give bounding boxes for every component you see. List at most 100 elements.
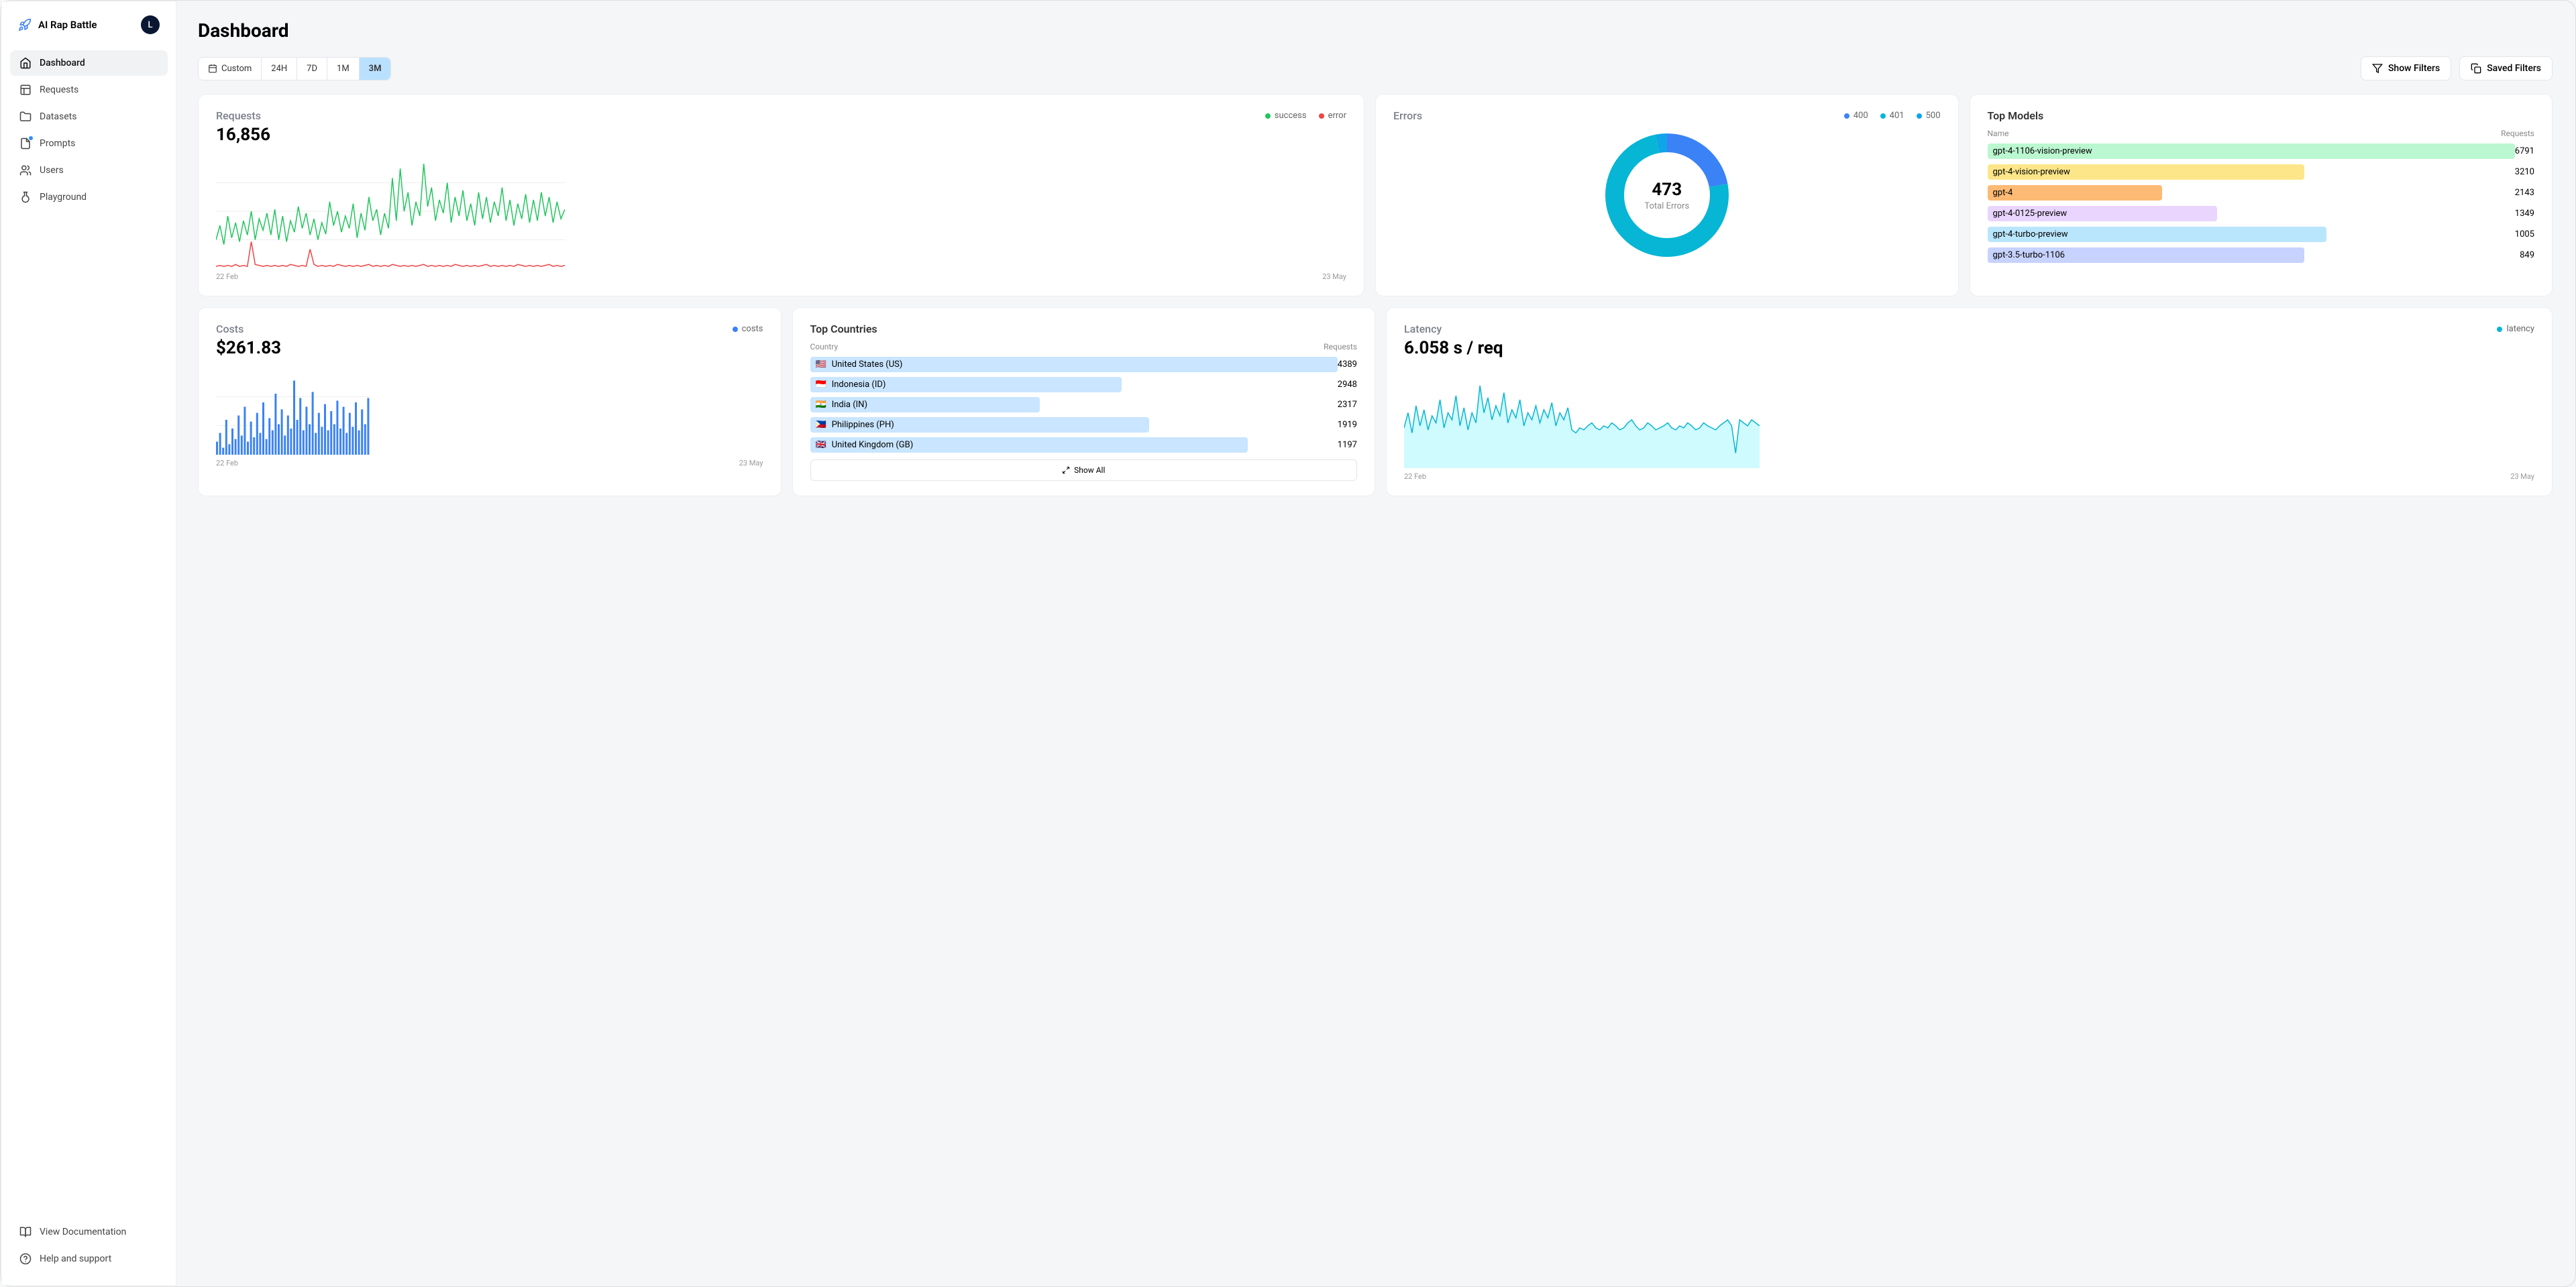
model-name: gpt-4-vision-preview <box>1988 164 2305 180</box>
model-name: gpt-4-0125-preview <box>1988 206 2218 221</box>
country-row[interactable]: 🇵🇭 Philippines (PH) 1919 <box>810 417 1358 433</box>
model-name: gpt-4-1106-vision-preview <box>1988 144 2515 159</box>
countries-table-head: Country Requests <box>810 342 1358 351</box>
model-requests: 1005 <box>2515 229 2534 239</box>
range-label: 3M <box>369 64 382 74</box>
errors-card: Errors 400 401 500 473 Total Errors <box>1375 94 1959 296</box>
requests-metric: 16,856 <box>216 125 1346 145</box>
footer-label: View Documentation <box>40 1227 126 1237</box>
range-custom[interactable]: Custom <box>199 58 262 80</box>
models-list: gpt-4-1106-vision-preview 6791 gpt-4-vis… <box>1988 144 2535 263</box>
model-requests: 2143 <box>2515 188 2534 198</box>
latency-card: Latency latency 6.058 s / req 22 Feb 23 … <box>1386 307 2553 496</box>
range-label: 7D <box>307 64 317 74</box>
legend-item: latency <box>2497 324 2534 334</box>
saved-filters-button[interactable]: Saved Filters <box>2459 56 2553 80</box>
country-bar: 🇮🇳 India (IN) <box>810 397 1040 412</box>
latency-chart <box>1404 368 1760 468</box>
flag-icon: 🇮🇩 <box>816 380 826 390</box>
axis-end: 23 May <box>2510 472 2534 481</box>
countries-title: Top Countries <box>810 323 1358 335</box>
legend-label: 500 <box>1926 111 1941 121</box>
datasets-icon <box>19 111 32 123</box>
legend-label: 401 <box>1890 111 1904 121</box>
model-row[interactable]: gpt-4-turbo-preview 1005 <box>1988 227 2535 242</box>
range-3m[interactable]: 3M <box>360 58 391 80</box>
requests-card: Requests successerror 16,856 22 Feb 23 M… <box>198 94 1364 296</box>
nav-item-users[interactable]: Users <box>10 158 168 183</box>
playground-icon <box>19 191 32 203</box>
model-row[interactable]: gpt-4-vision-preview 3210 <box>1988 164 2535 180</box>
filter-icon <box>2372 63 2383 74</box>
footer-item-help[interactable]: Help and support <box>10 1246 168 1272</box>
footer-label: Help and support <box>40 1253 111 1264</box>
legend-dot <box>1917 113 1922 119</box>
axis-start: 22 Feb <box>216 272 238 281</box>
model-row[interactable]: gpt-3.5-turbo-1106 849 <box>1988 247 2535 263</box>
country-requests: 1919 <box>1338 420 1357 430</box>
legend-dot <box>1844 113 1849 119</box>
legend-item: costs <box>733 324 763 334</box>
range-7d[interactable]: 7D <box>297 58 327 80</box>
axis-end: 23 May <box>739 459 763 467</box>
docs-icon <box>19 1226 32 1238</box>
nav-label: Playground <box>40 192 87 203</box>
model-row[interactable]: gpt-4-1106-vision-preview 6791 <box>1988 144 2535 159</box>
users-icon <box>19 164 32 176</box>
country-row[interactable]: 🇮🇳 India (IN) 2317 <box>810 397 1358 412</box>
requests-chart <box>216 154 565 268</box>
latency-axis: 22 Feb 23 May <box>1404 472 2534 481</box>
legend-dot <box>1319 113 1324 119</box>
nav-item-dashboard[interactable]: Dashboard <box>10 50 168 76</box>
models-table-head: Name Requests <box>1988 129 2535 138</box>
rocket-icon <box>18 18 32 32</box>
col-requests: Requests <box>1324 342 1357 351</box>
flag-icon: 🇺🇸 <box>816 359 826 370</box>
country-name: United States (US) <box>832 359 903 370</box>
errors-legend: 400 401 500 <box>1844 111 1941 121</box>
model-requests: 1349 <box>2515 209 2534 219</box>
legend-label: success <box>1275 111 1307 121</box>
nav-item-requests[interactable]: Requests <box>10 77 168 103</box>
country-row[interactable]: 🇺🇸 United States (US) 4389 <box>810 357 1358 372</box>
show-filters-button[interactable]: Show Filters <box>2361 56 2451 80</box>
nav-item-playground[interactable]: Playground <box>10 184 168 210</box>
range-1m[interactable]: 1M <box>327 58 360 80</box>
legend-dot <box>733 327 738 332</box>
toolbar: Custom24H 7D 1M 3M Show Filters Saved Filte… <box>198 56 2553 80</box>
country-bar: 🇺🇸 United States (US) <box>810 357 1338 372</box>
legend-label: costs <box>742 324 763 334</box>
legend-label: error <box>1328 111 1346 121</box>
col-country: Country <box>810 342 839 351</box>
costs-card: Costs costs $261.83 22 Feb 23 May <box>198 307 782 496</box>
nav: Dashboard Requests Datasets Prompts User… <box>10 50 168 210</box>
col-requests: Requests <box>2501 129 2534 138</box>
errors-title: Errors <box>1393 109 1422 122</box>
country-row[interactable]: 🇮🇩 Indonesia (ID) 2948 <box>810 377 1358 392</box>
model-requests: 3210 <box>2515 167 2534 177</box>
donut-center: 473 Total Errors <box>1644 180 1689 211</box>
nav-item-prompts[interactable]: Prompts <box>10 131 168 156</box>
country-row[interactable]: 🇬🇧 United Kingdom (GB) 1197 <box>810 437 1358 453</box>
avatar[interactable]: L <box>141 15 160 34</box>
range-24h[interactable]: 24H <box>262 58 297 80</box>
latency-title: Latency <box>1404 323 1442 335</box>
requests-icon <box>19 84 32 96</box>
legend-label: latency <box>2506 324 2534 334</box>
country-bar: 🇮🇩 Indonesia (ID) <box>810 377 1122 392</box>
model-requests: 849 <box>2520 250 2534 260</box>
flag-icon: 🇬🇧 <box>816 440 826 450</box>
model-requests: 6791 <box>2515 146 2534 156</box>
date-range-group: Custom24H 7D 1M 3M <box>198 57 391 80</box>
range-label: 1M <box>337 64 350 74</box>
nav-label: Requests <box>40 85 78 95</box>
nav-label: Datasets <box>40 111 76 122</box>
footer-item-docs[interactable]: View Documentation <box>10 1219 168 1245</box>
brand: AI Rap Battle L <box>10 15 168 34</box>
legend-item: 400 <box>1844 111 1868 121</box>
show-all-button[interactable]: Show All <box>810 459 1358 481</box>
model-row[interactable]: gpt-4-0125-preview 1349 <box>1988 206 2535 221</box>
nav-item-datasets[interactable]: Datasets <box>10 104 168 129</box>
model-name: gpt-4-turbo-preview <box>1988 227 2327 242</box>
model-row[interactable]: gpt-4 2143 <box>1988 185 2535 201</box>
